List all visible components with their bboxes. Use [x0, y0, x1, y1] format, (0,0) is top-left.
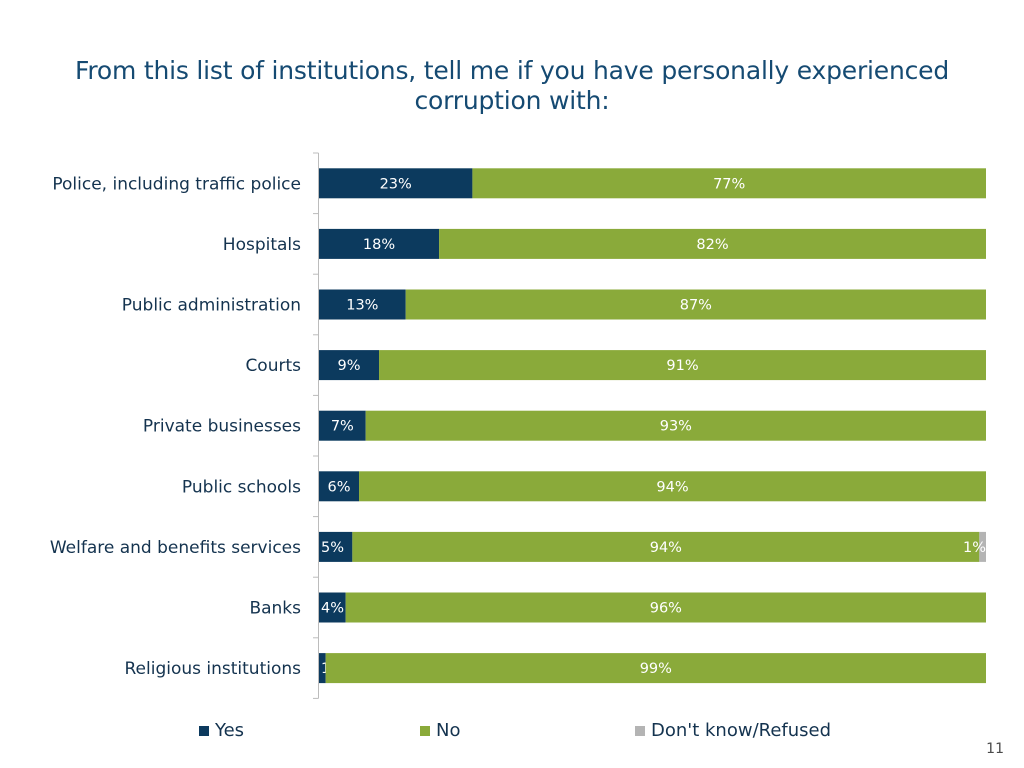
- data-label-yes: 4%: [321, 601, 344, 617]
- bar-yes: [319, 168, 473, 199]
- category-label: Welfare and benefits services: [50, 538, 301, 558]
- legend-item-dont-know: Don't know/Refused: [635, 720, 831, 741]
- bar-yes: [319, 289, 406, 320]
- data-label-dk: 1%: [963, 540, 986, 556]
- category-label: Courts: [245, 356, 301, 376]
- legend-item-yes: Yes: [199, 720, 244, 741]
- bar-dk: [979, 531, 986, 562]
- bar-no: [365, 410, 986, 441]
- category-label: Private businesses: [143, 417, 301, 437]
- bar-no: [472, 168, 986, 199]
- data-label-no: 99%: [640, 661, 672, 677]
- data-label-yes: 23%: [380, 176, 412, 192]
- bar-no: [405, 289, 987, 320]
- page-number: 11: [986, 741, 1004, 757]
- bar-yes: [319, 471, 360, 502]
- bar-yes: [319, 592, 346, 623]
- data-label-no: 77%: [713, 176, 745, 192]
- data-label-yes: 9%: [338, 358, 361, 374]
- data-label-no: 96%: [650, 601, 682, 617]
- category-label: Police, including traffic police: [52, 174, 301, 194]
- legend-swatch-dont-know: [635, 725, 645, 736]
- bar-no: [325, 653, 986, 684]
- bar-no: [352, 531, 980, 562]
- data-label-no: 82%: [696, 237, 728, 253]
- bar-yes: [319, 531, 353, 562]
- legend: Yes No Don't know/Refused: [0, 720, 1024, 746]
- legend-swatch-no: [420, 725, 430, 736]
- data-label-yes: 18%: [363, 237, 395, 253]
- bar-no: [379, 350, 986, 381]
- bar-no: [359, 471, 986, 502]
- chart-title: From this list of institutions, tell me …: [74, 56, 950, 115]
- category-label: Hospitals: [223, 235, 301, 255]
- category-label: Religious institutions: [124, 659, 301, 679]
- data-label-no: 93%: [660, 419, 692, 435]
- legend-label-dont-know: Don't know/Refused: [651, 720, 832, 741]
- bar-yes: [319, 410, 366, 441]
- legend-label-yes: Yes: [215, 720, 245, 741]
- bar-yes: [319, 350, 380, 381]
- data-label-no: 91%: [666, 358, 698, 374]
- category-label: Public administration: [122, 296, 301, 316]
- legend-label-no: No: [436, 720, 461, 741]
- data-label-no: 87%: [680, 298, 712, 314]
- legend-item-no: No: [420, 720, 460, 741]
- bar-yes: [319, 653, 326, 684]
- data-label-yes: 13%: [346, 298, 378, 314]
- bar-no: [439, 228, 986, 259]
- data-label-no: 94%: [650, 540, 682, 556]
- category-label: Public schools: [182, 477, 301, 497]
- category-label: Banks: [249, 599, 301, 619]
- data-label-yes: 5%: [321, 540, 344, 556]
- data-label-no: 94%: [656, 479, 688, 495]
- bar-yes: [319, 228, 440, 259]
- data-label-yes: 7%: [331, 419, 354, 435]
- bar-no: [345, 592, 986, 623]
- data-label-yes: 6%: [328, 479, 351, 495]
- legend-swatch-yes: [199, 725, 209, 736]
